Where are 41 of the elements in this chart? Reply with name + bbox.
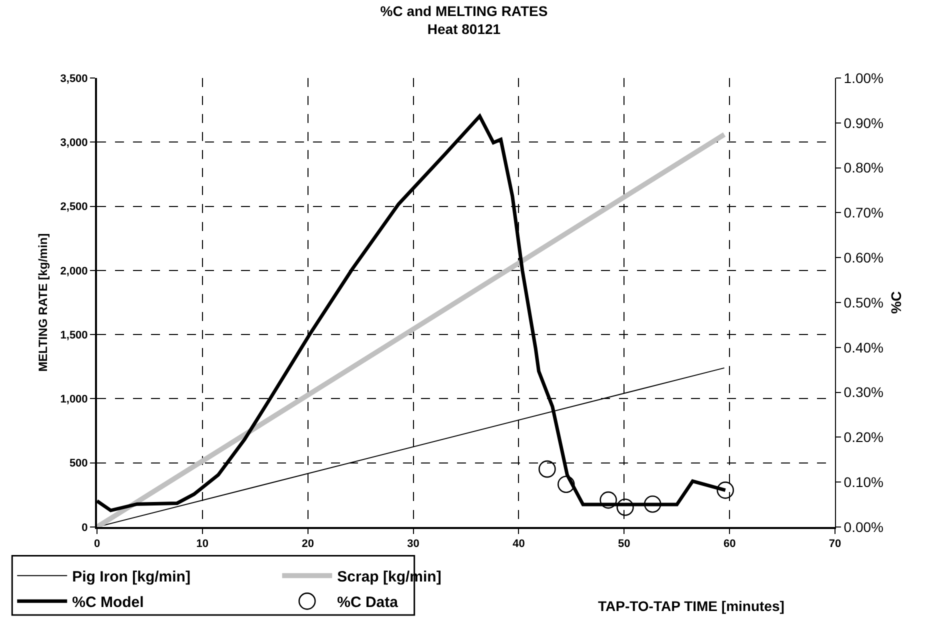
y-tick-label: 3,000 xyxy=(60,136,88,149)
y-tick-label: 2,000 xyxy=(60,265,88,278)
point xyxy=(538,460,556,478)
y2-tick-label: 0.50% xyxy=(844,294,884,310)
chart-title: %C and MELTING RATES xyxy=(380,2,548,19)
y2-tick-label: 0.80% xyxy=(844,160,884,176)
x-tick-label: 10 xyxy=(196,538,209,550)
y-tick-label: 1,500 xyxy=(60,329,88,342)
y-axis-title: MELTING RATE [kg/min] xyxy=(36,233,50,372)
legend-label: %C Data xyxy=(337,594,399,612)
y2-tick-label: 0.60% xyxy=(844,250,884,266)
y-tick-label: 3,500 xyxy=(60,72,88,85)
x-axis-title: TAP-TO-TAP TIME [minutes] xyxy=(598,598,784,614)
point xyxy=(600,491,617,509)
x-tick-label: 0 xyxy=(94,538,100,550)
y2-tick-label: 0.20% xyxy=(844,429,884,446)
x-tick-label: 50 xyxy=(618,538,630,550)
point xyxy=(716,482,734,499)
point xyxy=(616,498,634,516)
x-tick-label: 30 xyxy=(407,538,420,550)
y2-tick-label: 0.10% xyxy=(844,474,884,490)
y2-tick-label: 1.00% xyxy=(844,70,884,86)
y2-tick-label: 0.70% xyxy=(844,204,884,221)
chart-subtitle: Heat 80121 xyxy=(427,20,501,37)
y2-tick-label: 0.00% xyxy=(844,518,884,535)
y-tick-label: 500 xyxy=(69,458,88,470)
x-tick-label: 60 xyxy=(723,538,736,550)
point xyxy=(558,476,575,493)
x-tick-label: 40 xyxy=(512,538,525,550)
y2-tick-label: 0.90% xyxy=(844,114,884,131)
x-tick-label: 20 xyxy=(302,538,314,550)
point xyxy=(644,495,662,513)
y2-axis-title: %C xyxy=(888,291,904,314)
legend-label: Pig Iron [kg/min] xyxy=(72,568,190,586)
y-tick-label: 0 xyxy=(82,522,88,534)
y-tick-label: 1,000 xyxy=(60,394,88,406)
legend-label: %C Model xyxy=(72,594,144,612)
y2-tick-label: 0.40% xyxy=(844,339,884,356)
x-tick-label: 70 xyxy=(828,538,842,550)
y-tick-label: 2,500 xyxy=(60,201,88,214)
y2-tick-label: 0.30% xyxy=(844,384,884,400)
